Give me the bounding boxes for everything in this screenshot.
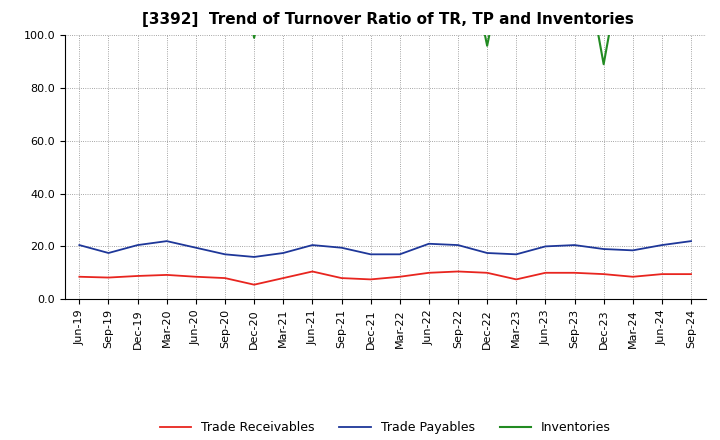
Trade Receivables	[308, 269, 317, 274]
Trade Receivables	[279, 275, 287, 281]
Trade Payables	[366, 252, 375, 257]
Inventories	[250, 35, 258, 40]
Trade Receivables	[395, 274, 404, 279]
Trade Payables	[541, 244, 550, 249]
Trade Payables	[337, 245, 346, 250]
Trade Receivables	[570, 270, 579, 275]
Trade Payables	[104, 250, 113, 256]
Trade Payables	[395, 252, 404, 257]
Trade Receivables	[133, 273, 142, 279]
Trade Receivables	[163, 272, 171, 278]
Trade Receivables	[220, 275, 229, 281]
Legend: Trade Receivables, Trade Payables, Inventories: Trade Receivables, Trade Payables, Inven…	[155, 416, 616, 439]
Trade Receivables	[657, 271, 666, 277]
Trade Receivables	[366, 277, 375, 282]
Trade Payables	[425, 241, 433, 246]
Line: Trade Payables: Trade Payables	[79, 241, 691, 257]
Trade Payables	[454, 242, 462, 248]
Trade Receivables	[541, 270, 550, 275]
Trade Receivables	[629, 274, 637, 279]
Trade Receivables	[337, 275, 346, 281]
Trade Payables	[599, 246, 608, 252]
Line: Trade Receivables: Trade Receivables	[79, 271, 691, 285]
Trade Receivables	[425, 270, 433, 275]
Trade Payables	[250, 254, 258, 260]
Trade Receivables	[104, 275, 113, 280]
Text: [3392]  Trend of Turnover Ratio of TR, TP and Inventories: [3392] Trend of Turnover Ratio of TR, TP…	[142, 12, 634, 27]
Trade Payables	[308, 242, 317, 248]
Trade Receivables	[512, 277, 521, 282]
Trade Payables	[657, 242, 666, 248]
Trade Payables	[220, 252, 229, 257]
Trade Receivables	[250, 282, 258, 287]
Trade Receivables	[599, 271, 608, 277]
Trade Payables	[687, 238, 696, 244]
Trade Receivables	[75, 274, 84, 279]
Trade Receivables	[687, 271, 696, 277]
Trade Payables	[512, 252, 521, 257]
Inventories	[483, 43, 492, 48]
Trade Payables	[570, 242, 579, 248]
Trade Payables	[629, 248, 637, 253]
Trade Receivables	[483, 270, 492, 275]
Trade Payables	[133, 242, 142, 248]
Inventories	[599, 62, 608, 67]
Trade Payables	[192, 245, 200, 250]
Trade Payables	[75, 242, 84, 248]
Trade Payables	[483, 250, 492, 256]
Trade Receivables	[192, 274, 200, 279]
Trade Payables	[163, 238, 171, 244]
Trade Payables	[279, 250, 287, 256]
Trade Receivables	[454, 269, 462, 274]
Line: Inventories: Inventories	[79, 0, 691, 64]
